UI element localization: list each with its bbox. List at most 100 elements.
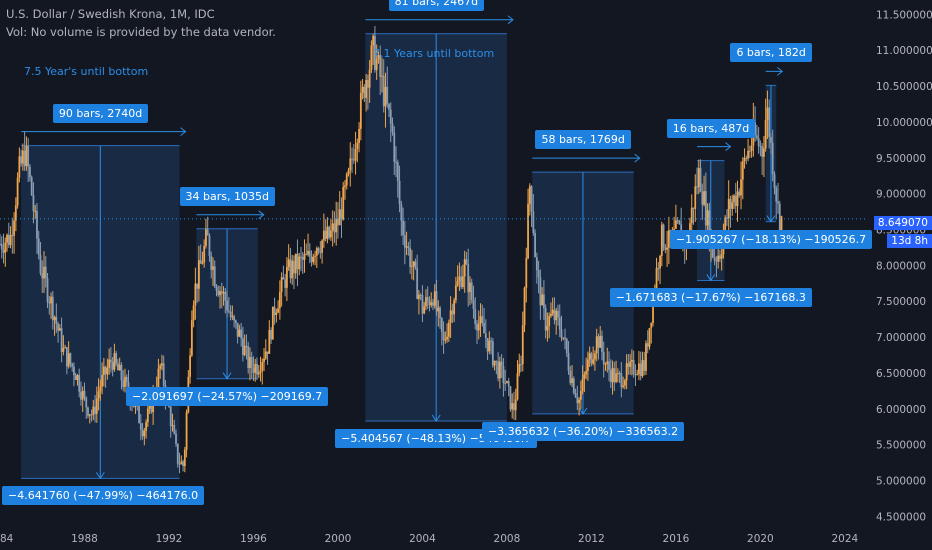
candle-body — [46, 278, 49, 303]
candle-body — [324, 230, 327, 239]
candle-body — [747, 150, 749, 159]
candle-body — [507, 381, 510, 387]
candle-body — [470, 282, 473, 300]
x-tick-label: 1988 — [71, 533, 98, 545]
candle-body — [620, 373, 623, 388]
candle-body — [150, 401, 153, 413]
candle-body — [639, 363, 642, 376]
y-tick-label: 10.000000 — [876, 117, 932, 129]
y-tick-label: 6.500000 — [876, 368, 926, 380]
candle-body — [298, 256, 301, 270]
candle-body — [541, 294, 544, 306]
candle-body — [138, 405, 140, 424]
candle-body — [497, 361, 500, 379]
candle-body — [190, 320, 193, 356]
candle-body — [29, 166, 31, 178]
candle-body — [527, 203, 529, 259]
candle-body — [245, 345, 248, 347]
candle-body — [122, 380, 125, 388]
candle-body — [463, 259, 466, 277]
candle-body — [102, 366, 105, 376]
measure-arrow-down — [431, 414, 441, 422]
candle-body — [675, 220, 677, 229]
y-tick-label: 9.500000 — [876, 153, 926, 165]
candle-body — [254, 363, 257, 373]
candle-body — [483, 322, 485, 334]
measure-bars-label: 81 bars, 2467d — [388, 0, 485, 11]
candle-body — [88, 414, 91, 416]
candle-body — [55, 316, 58, 324]
candle-body — [594, 353, 596, 360]
candle-body — [87, 407, 89, 416]
candle-body — [7, 234, 10, 246]
candle-body — [458, 276, 461, 281]
candle-body — [770, 137, 772, 143]
candle-body — [173, 425, 176, 434]
candle-body — [224, 292, 227, 301]
candle-body — [396, 162, 399, 181]
candle-body — [571, 378, 573, 384]
candle-body — [9, 235, 12, 246]
candle-body — [479, 316, 482, 324]
x-tick-label: 1996 — [240, 533, 267, 545]
candle-body — [176, 443, 179, 464]
candle-body — [352, 159, 355, 161]
candle-body — [514, 399, 517, 411]
candle-body — [266, 351, 269, 354]
symbol-title[interactable]: U.S. Dollar / Swedish Krona, 1M, IDC — [6, 7, 215, 21]
candle-body — [764, 119, 767, 149]
candle-body — [472, 299, 475, 310]
candle-body — [743, 157, 746, 162]
x-tick-label: 2024 — [832, 533, 859, 545]
candle-body — [432, 302, 434, 306]
candle-body — [219, 291, 221, 296]
candle-body — [592, 359, 595, 364]
candle-body — [511, 403, 514, 410]
candle-body — [509, 386, 512, 410]
candle-body — [229, 311, 232, 317]
candle-body — [206, 229, 209, 236]
candle-body — [748, 150, 751, 152]
x-tick-label: 2000 — [325, 533, 352, 545]
candle-body — [599, 335, 602, 348]
candle-body — [734, 195, 737, 207]
measure-bars-label: 16 bars, 487d — [666, 118, 756, 138]
candle-body — [139, 423, 142, 430]
candle-body — [729, 198, 732, 209]
measure-change-label: −1.671683 (−17.67%) −167168.3 — [609, 288, 812, 308]
candle-body — [256, 363, 258, 375]
candle-body — [481, 316, 484, 323]
candle-body — [183, 449, 186, 467]
candle-body — [317, 248, 320, 252]
candle-body — [555, 310, 558, 321]
y-tick-label: 11.000000 — [876, 45, 932, 57]
measure-bars-label: 34 bars, 1035d — [179, 186, 275, 206]
candle-body — [498, 361, 501, 379]
candle-body — [453, 300, 456, 315]
candle-body — [294, 253, 297, 274]
candle-body — [740, 179, 742, 196]
candle-body — [520, 364, 522, 366]
candle-body — [513, 403, 515, 411]
candle-body — [745, 157, 748, 159]
candle-body — [632, 359, 635, 375]
candle-body — [117, 363, 119, 371]
candle-body — [247, 346, 250, 369]
candle-body — [358, 128, 360, 143]
candle-body — [530, 186, 533, 212]
candle-body — [51, 296, 54, 321]
volume-note: Vol: No volume is provided by the data v… — [6, 25, 276, 39]
current-price-tag: 8.649070 — [873, 216, 932, 230]
candle-body — [205, 229, 207, 246]
candle-body — [636, 374, 639, 376]
candle-body — [606, 361, 609, 364]
candle-body — [277, 308, 280, 313]
candle-body — [534, 233, 536, 258]
candle-body — [331, 223, 334, 231]
candle-body — [525, 258, 528, 288]
candle-body — [437, 307, 440, 312]
candle-body — [44, 266, 47, 279]
candle-body — [382, 75, 385, 107]
candle-body — [333, 223, 336, 233]
